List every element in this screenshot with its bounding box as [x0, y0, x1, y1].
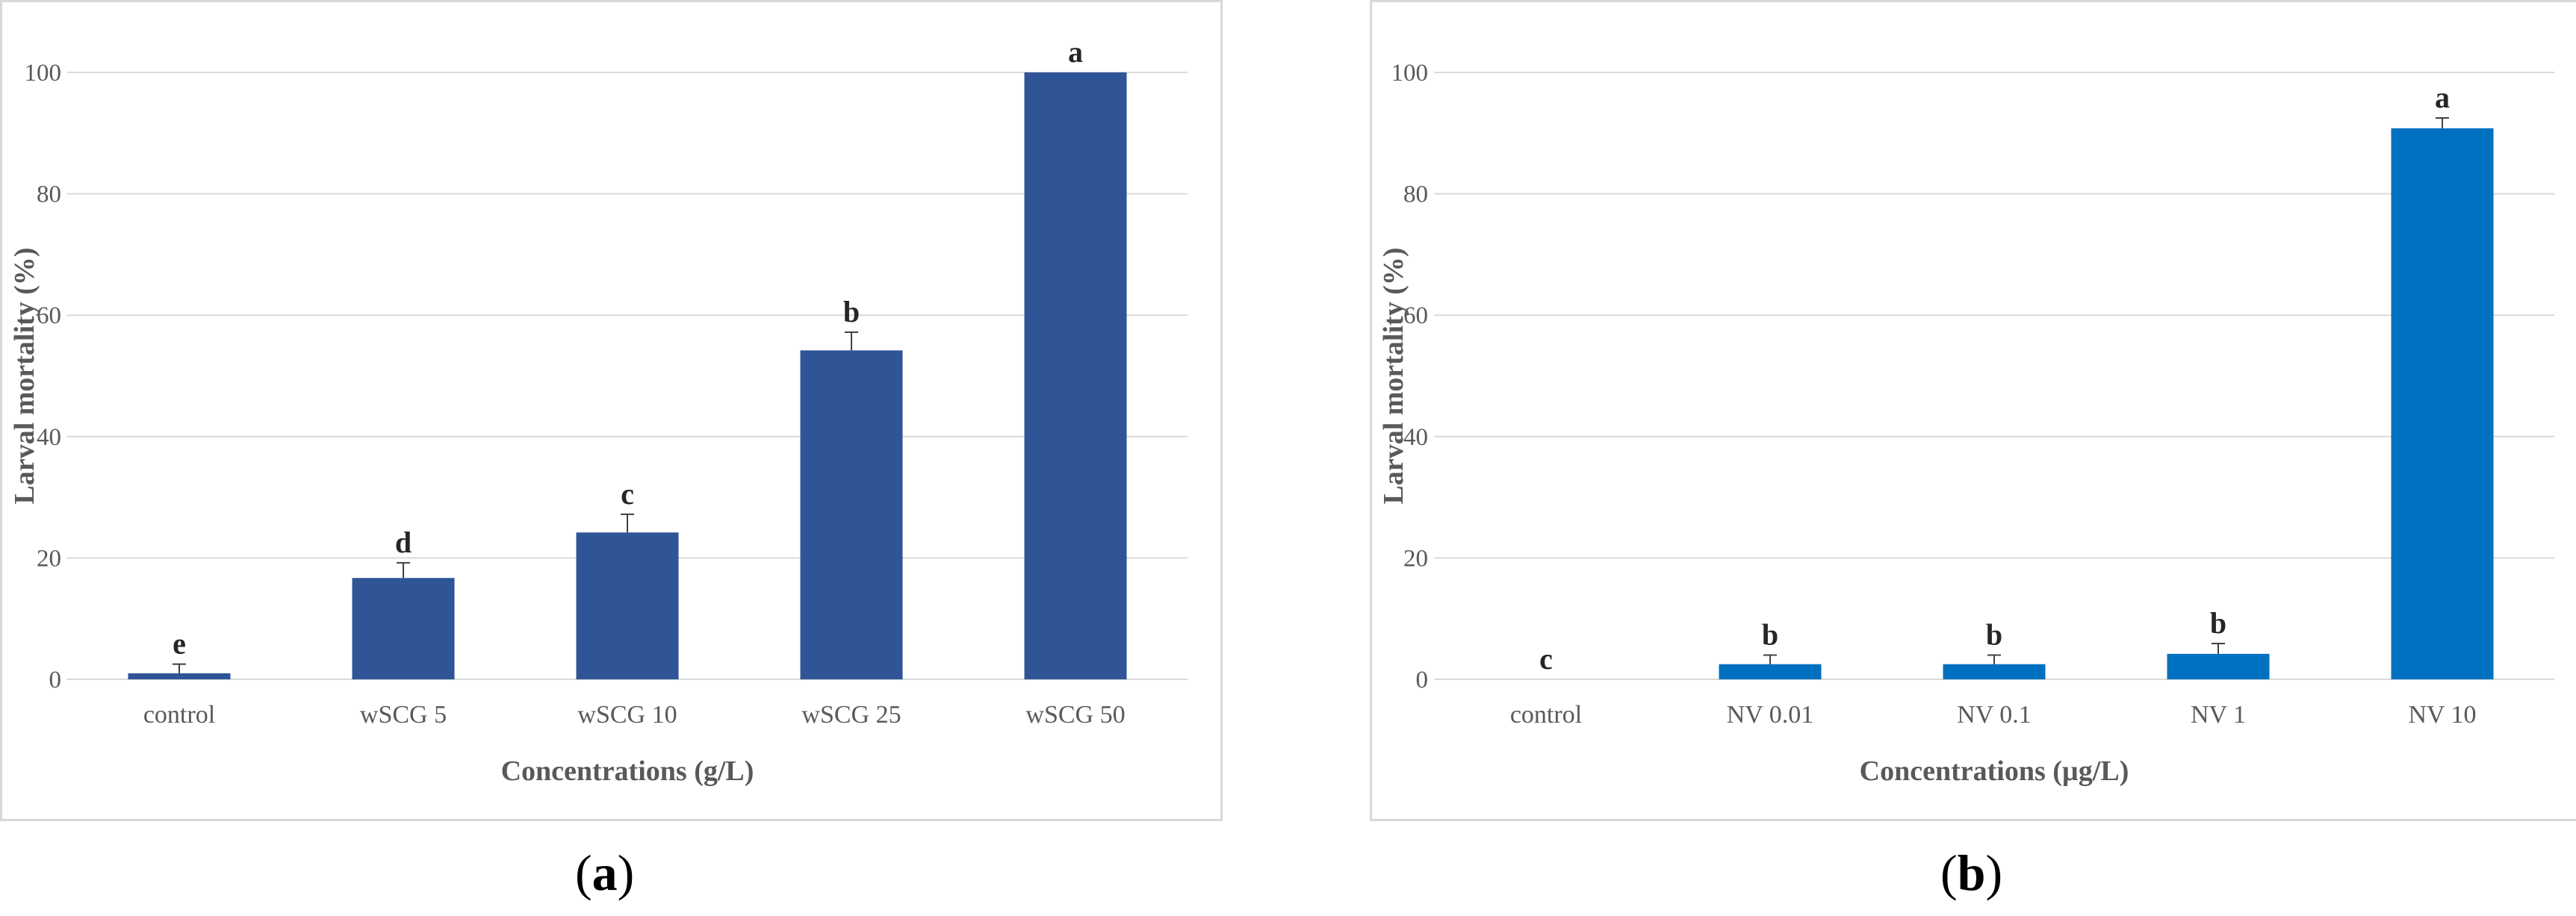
chart-panel-b: [1370, 0, 2576, 821]
x-tick-label: NV 0.1: [1957, 701, 2032, 729]
bar: [128, 673, 231, 679]
bar: [1024, 72, 1127, 679]
chart-b-svg: 0 20 40 60 80 100 c control b NV 0.01 b NV 0.1 b NV 1…: [1378, 60, 2554, 787]
x-tick-label: control: [143, 701, 215, 729]
y-tick-label: 0: [1416, 667, 1429, 694]
significance-label: d: [395, 526, 412, 559]
bar: [2167, 653, 2270, 679]
y-tick-label: 20: [37, 545, 61, 572]
significance-label: c: [1539, 642, 1553, 676]
significance-label: b: [843, 295, 860, 328]
y-axis-title: Larval mortality (%): [9, 247, 40, 504]
y-tick-label: 100: [1391, 60, 1429, 87]
significance-label: e: [173, 627, 186, 661]
y-tick-label: 60: [1403, 302, 1428, 329]
significance-label: a: [1068, 35, 1083, 69]
panel-label-b: (b): [1940, 844, 2003, 901]
y-tick-label: 20: [1403, 545, 1428, 572]
y-tick-label: 80: [1403, 181, 1428, 208]
bar: [576, 532, 679, 679]
y-axis-title: Larval mortality (%): [1378, 247, 1409, 504]
bar: [1943, 664, 2046, 679]
y-tick-label: 60: [37, 302, 61, 329]
x-tick-label: NV 10: [2409, 701, 2477, 729]
x-tick-label: wSCG 10: [577, 701, 677, 729]
x-tick-label: wSCG 5: [360, 701, 447, 729]
y-tick-label: 0: [49, 667, 62, 694]
significance-label: b: [2210, 606, 2226, 640]
x-tick-label: control: [1510, 701, 1582, 729]
x-tick-label: NV 1: [2191, 701, 2246, 729]
y-tick-label: 100: [25, 60, 62, 87]
bar: [1719, 664, 1822, 679]
significance-label: b: [1986, 617, 2002, 651]
x-tick-label: wSCG 25: [801, 701, 901, 729]
bar: [352, 578, 455, 679]
significance-label: b: [1762, 617, 1778, 651]
y-tick-label: 40: [37, 424, 61, 451]
x-axis-title: Concentrations (g/L): [501, 755, 754, 787]
bar: [2391, 128, 2494, 679]
chart-panel-a: [0, 0, 1223, 821]
chart-a-svg: 0 20 40 60 80 100 e control d wSCG 5 c wSCG 10 b wSCG…: [9, 35, 1188, 787]
x-tick-label: wSCG 50: [1025, 701, 1125, 729]
y-tick-label: 80: [37, 181, 61, 208]
panel-label-a: (a): [575, 844, 635, 901]
bar: [800, 350, 903, 679]
x-axis-title: Concentrations (µg/L): [1860, 755, 2129, 787]
significance-label: c: [621, 477, 634, 511]
significance-label: a: [2435, 81, 2450, 114]
y-tick-label: 40: [1403, 424, 1428, 451]
x-tick-label: NV 0.01: [1727, 701, 1814, 729]
